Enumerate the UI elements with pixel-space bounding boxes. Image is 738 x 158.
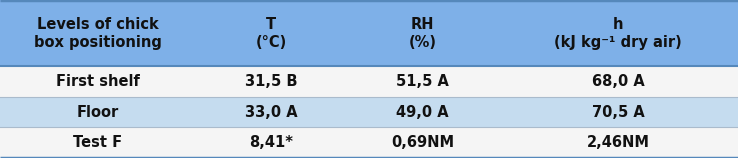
Text: 70,5 A: 70,5 A bbox=[592, 105, 644, 120]
Bar bbox=[0, 0, 738, 66]
Text: Test F: Test F bbox=[73, 135, 123, 150]
Text: 68,0 A: 68,0 A bbox=[592, 74, 644, 89]
Bar bbox=[0, 128, 738, 158]
Text: h
(kJ kg⁻¹ dry air): h (kJ kg⁻¹ dry air) bbox=[554, 17, 682, 50]
Text: 31,5 B: 31,5 B bbox=[245, 74, 297, 89]
Text: 49,0 A: 49,0 A bbox=[396, 105, 449, 120]
Text: 8,41*: 8,41* bbox=[249, 135, 293, 150]
Text: 2,46NM: 2,46NM bbox=[587, 135, 649, 150]
Bar bbox=[0, 66, 738, 97]
Text: RH
(%): RH (%) bbox=[409, 17, 436, 50]
Text: Floor: Floor bbox=[77, 105, 119, 120]
Text: 33,0 A: 33,0 A bbox=[245, 105, 297, 120]
Text: 51,5 A: 51,5 A bbox=[396, 74, 449, 89]
Text: T
(°C): T (°C) bbox=[255, 17, 287, 50]
Bar bbox=[0, 97, 738, 128]
Text: 0,69NM: 0,69NM bbox=[391, 135, 454, 150]
Text: Levels of chick
box positioning: Levels of chick box positioning bbox=[34, 17, 162, 50]
Text: First shelf: First shelf bbox=[56, 74, 139, 89]
